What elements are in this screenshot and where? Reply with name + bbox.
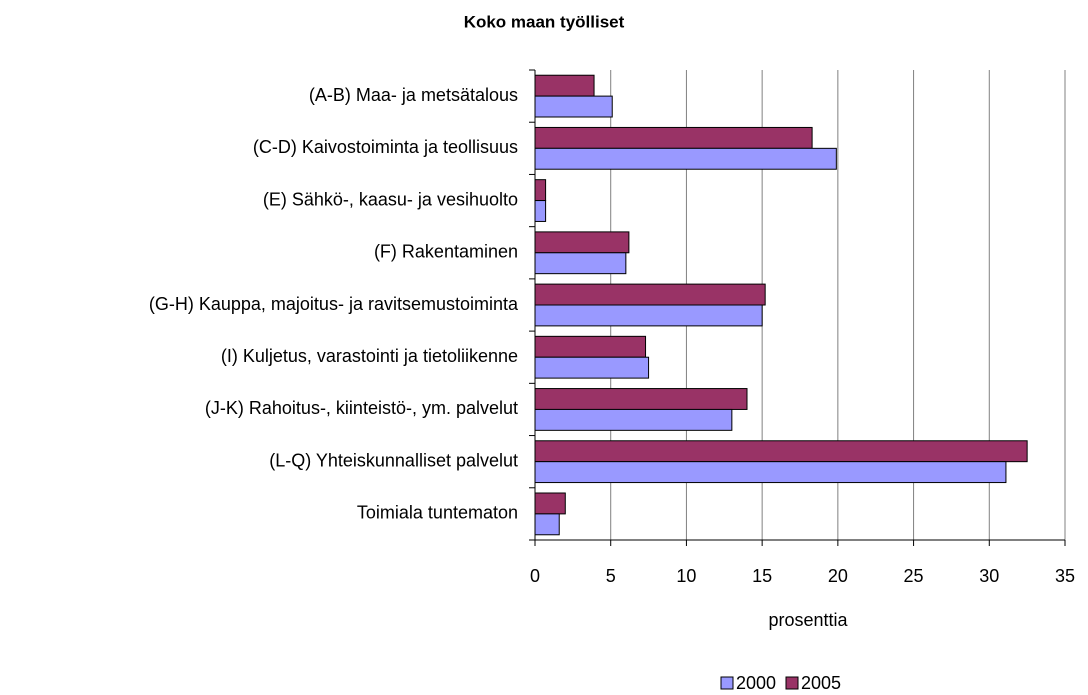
x-tick-label: 30 [979, 566, 999, 586]
y-tick-label: (I) Kuljetus, varastointi ja tietoliiken… [221, 346, 518, 366]
y-tick-label: (C-D) Kaivostoiminta ja teollisuus [253, 137, 518, 157]
y-tick-label: (J-K) Rahoitus-, kiinteistö-, ym. palvel… [205, 398, 518, 418]
bar [534, 126, 813, 149]
bar [534, 283, 766, 306]
x-tick-label: 20 [828, 566, 848, 586]
bar [534, 304, 763, 327]
bar [534, 95, 613, 118]
bar [534, 492, 566, 515]
y-tick-label: (G-H) Kauppa, majoitus- ja ravitsemustoi… [149, 294, 519, 314]
bar [534, 440, 1028, 463]
y-tick-label: (A-B) Maa- ja metsätalous [309, 85, 518, 105]
legend-swatch [785, 676, 799, 690]
x-tick-label: 35 [1055, 566, 1075, 586]
bar [534, 388, 748, 410]
bar [534, 252, 627, 275]
chart-title: Koko maan työlliset [464, 12, 625, 31]
bar [534, 461, 1007, 484]
x-tick-label: 15 [752, 566, 772, 586]
y-tick-label: Toimiala tuntematon [357, 503, 518, 523]
bar [534, 356, 650, 379]
y-tick-label: (F) Rakentaminen [374, 242, 518, 262]
x-tick-label: 10 [676, 566, 696, 586]
x-tick-label: 0 [530, 566, 540, 586]
bar [534, 74, 595, 97]
bar [534, 147, 837, 170]
y-tick-label: (L-Q) Yhteiskunnalliset palvelut [269, 450, 518, 470]
x-tick-label: 5 [606, 566, 616, 586]
legend-label: 2005 [801, 673, 841, 693]
bar [534, 335, 647, 358]
bar [534, 513, 560, 536]
x-tick-label: 25 [904, 566, 924, 586]
legend-swatch [720, 676, 734, 690]
y-tick-label: (E) Sähkö-, kaasu- ja vesihuolto [263, 189, 518, 209]
legend-label: 2000 [736, 673, 776, 693]
bar [534, 200, 547, 222]
bar [534, 179, 547, 202]
x-axis-label: prosenttia [768, 610, 848, 630]
bar [534, 231, 630, 254]
bar [534, 408, 733, 431]
